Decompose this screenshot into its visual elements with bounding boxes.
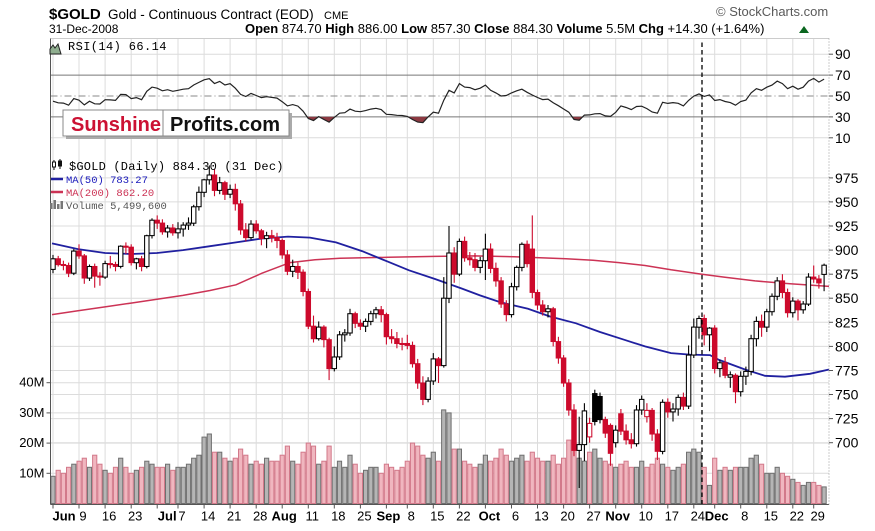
svg-text:13: 13 <box>534 509 548 524</box>
svg-text:10: 10 <box>638 509 652 524</box>
svg-text:31-Dec-2008: 31-Dec-2008 <box>49 22 119 36</box>
svg-text:17: 17 <box>665 509 679 524</box>
svg-text:6: 6 <box>512 509 519 524</box>
svg-text:21: 21 <box>227 509 241 524</box>
svg-text:Jun: Jun <box>53 509 76 524</box>
svg-text:MA(50) 783.27: MA(50) 783.27 <box>66 175 148 187</box>
svg-text:15: 15 <box>430 509 444 524</box>
svg-text:Open 874.70 High 886.00 Low 85: Open 874.70 High 886.00 Low 857.30 Close… <box>245 21 764 36</box>
svg-text:950: 950 <box>835 194 859 210</box>
svg-text:CME: CME <box>324 10 348 22</box>
svg-text:Volume 5,499,600: Volume 5,499,600 <box>66 201 167 213</box>
svg-text:90: 90 <box>835 46 851 62</box>
svg-text:Gold - Continuous Contract (EO: Gold - Continuous Contract (EOD) <box>108 7 314 22</box>
svg-text:Dec: Dec <box>705 509 729 524</box>
svg-text:RSI(14) 66.14: RSI(14) 66.14 <box>68 40 167 54</box>
svg-text:825: 825 <box>835 314 859 330</box>
svg-text:7: 7 <box>178 509 185 524</box>
svg-text:25: 25 <box>357 509 371 524</box>
svg-text:30M: 30M <box>19 405 44 420</box>
svg-text:725: 725 <box>835 411 859 427</box>
svg-text:900: 900 <box>835 242 859 258</box>
svg-text:8: 8 <box>741 509 748 524</box>
svg-text:875: 875 <box>835 266 859 282</box>
svg-text:70: 70 <box>835 67 851 83</box>
svg-text:50: 50 <box>835 88 851 104</box>
svg-text:15: 15 <box>764 509 778 524</box>
svg-text:23: 23 <box>128 509 142 524</box>
svg-text:800: 800 <box>835 338 859 354</box>
svg-text:700: 700 <box>835 435 859 451</box>
svg-text:Jul: Jul <box>158 509 177 524</box>
svg-text:10: 10 <box>835 130 851 146</box>
svg-text:Nov: Nov <box>605 509 630 524</box>
svg-text:18: 18 <box>331 509 345 524</box>
svg-text:29: 29 <box>810 509 824 524</box>
svg-text:27: 27 <box>586 509 600 524</box>
svg-text:© StockCharts.com: © StockCharts.com <box>716 4 828 19</box>
svg-text:10M: 10M <box>19 465 44 480</box>
svg-text:20: 20 <box>560 509 574 524</box>
svg-text:$GOLD: $GOLD <box>49 6 101 23</box>
svg-text:16: 16 <box>102 509 116 524</box>
svg-text:975: 975 <box>835 170 859 186</box>
svg-text:14: 14 <box>201 509 215 524</box>
svg-text:Sep: Sep <box>376 509 400 524</box>
svg-text:Aug: Aug <box>272 509 297 524</box>
svg-text:775: 775 <box>835 363 859 379</box>
svg-text:Oct: Oct <box>479 509 501 524</box>
svg-text:925: 925 <box>835 218 859 234</box>
svg-text:22: 22 <box>790 509 804 524</box>
svg-text:30: 30 <box>835 109 851 125</box>
svg-text:20M: 20M <box>19 435 44 450</box>
svg-text:$GOLD (Daily) 884.30 (31 Dec): $GOLD (Daily) 884.30 (31 Dec) <box>69 160 284 174</box>
svg-text:22: 22 <box>456 509 470 524</box>
svg-text:MA(200) 862.20: MA(200) 862.20 <box>66 188 154 200</box>
svg-text:24: 24 <box>691 509 705 524</box>
svg-text:28: 28 <box>253 509 267 524</box>
svg-text:9: 9 <box>79 509 86 524</box>
svg-text:40M: 40M <box>19 375 44 390</box>
svg-text:750: 750 <box>835 387 859 403</box>
svg-text:Sunshine: Sunshine <box>71 114 161 136</box>
svg-text:850: 850 <box>835 290 859 306</box>
svg-text:Profits.com: Profits.com <box>170 114 280 136</box>
svg-text:11: 11 <box>306 509 320 524</box>
svg-text:8: 8 <box>408 509 415 524</box>
